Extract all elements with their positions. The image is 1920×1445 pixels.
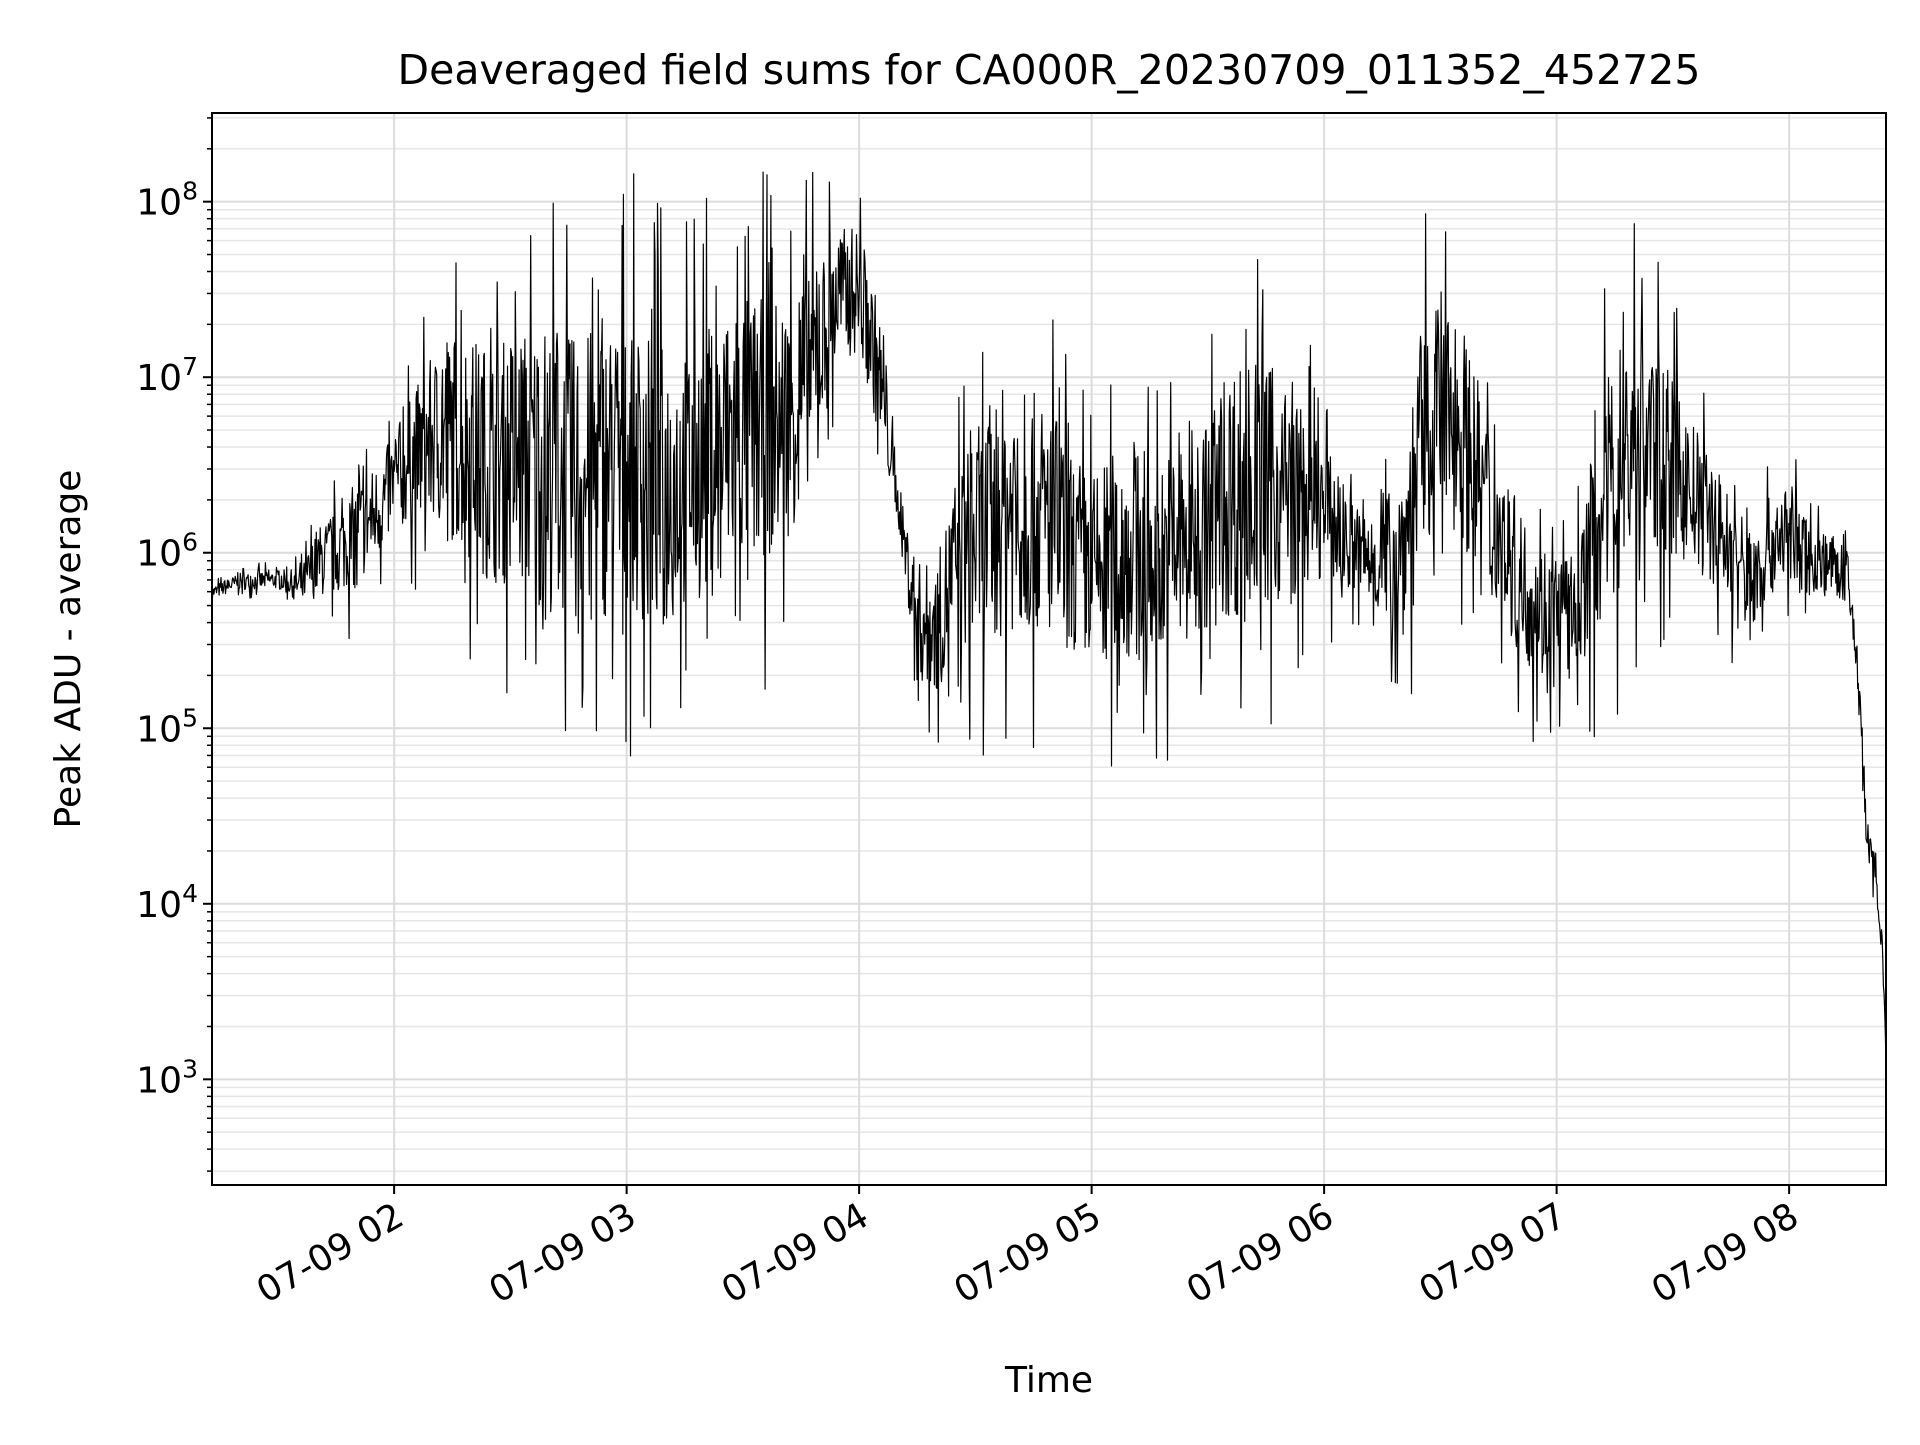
- grid: [212, 113, 1886, 1185]
- y-tick-label: 108: [136, 177, 198, 224]
- y-tick-label: 106: [136, 528, 198, 575]
- y-tick-label: 103: [136, 1054, 198, 1101]
- chart-title: Deaveraged field sums for CA000R_2023070…: [398, 46, 1701, 94]
- plot-area-frame: [211, 112, 1887, 1186]
- x-axis-label: Time: [1004, 1360, 1093, 1401]
- y-tick-label: 105: [136, 703, 198, 750]
- y-tick-label: 104: [136, 879, 198, 926]
- series-line: [211, 171, 1887, 1185]
- data-layer: [211, 171, 1887, 1185]
- y-tick-label: 107: [136, 352, 198, 399]
- y-axis-label: Peak ADU - average: [48, 470, 89, 829]
